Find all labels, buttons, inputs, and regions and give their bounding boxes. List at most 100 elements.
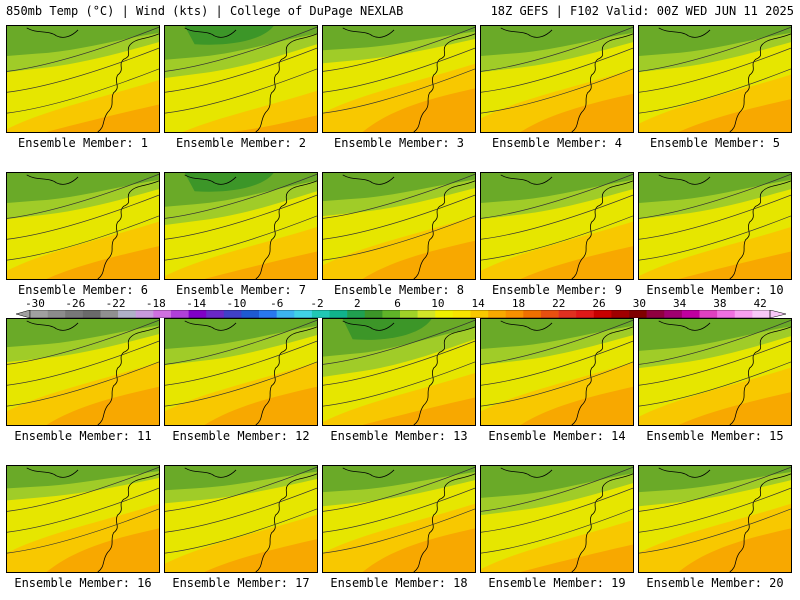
lake-outline	[500, 27, 553, 38]
ensemble-map-panel	[6, 318, 160, 426]
height-contour	[639, 215, 791, 261]
colorbar-swatch	[558, 310, 577, 318]
colorbar-swatch	[347, 310, 366, 318]
ensemble-map-panel	[638, 465, 792, 573]
height-contour	[639, 173, 791, 219]
height-contour	[323, 361, 475, 407]
height-contour	[165, 466, 317, 512]
warm-field-deep	[46, 246, 159, 279]
colorbar-swatch	[646, 310, 665, 318]
warm-field-deep	[520, 544, 633, 572]
warm-field-deep	[362, 240, 475, 279]
ensemble-member-label: Ensemble Member: 10	[646, 283, 784, 297]
height-contour	[7, 47, 159, 93]
height-contour	[7, 361, 159, 407]
height-contour	[165, 340, 317, 386]
lake-outline	[184, 174, 237, 185]
lake-outline	[342, 467, 395, 478]
warm-field-deep	[204, 386, 317, 425]
warm-field-deep	[362, 88, 475, 132]
colorbar-tick-label: 10	[431, 297, 445, 310]
colorbar-swatch	[611, 310, 630, 318]
ensemble-member-label: Ensemble Member: 11	[14, 429, 152, 443]
ensemble-member-label: Ensemble Member: 6	[17, 283, 149, 297]
colorbar-tick-label: 2	[353, 297, 361, 310]
height-contour	[639, 68, 791, 114]
ensemble-map-panel	[164, 318, 318, 426]
colorbar-swatch	[664, 310, 683, 318]
ensemble-member-label: Ensemble Member: 2	[175, 136, 307, 150]
warm-field-deep	[362, 528, 475, 572]
ensemble-map-panel	[164, 465, 318, 573]
height-contour	[323, 68, 475, 114]
height-contour	[481, 487, 633, 533]
coastline	[413, 326, 475, 425]
height-contour	[639, 194, 791, 240]
colorbar-tick-label: -10	[226, 297, 247, 310]
height-contour	[639, 26, 791, 72]
height-contour	[639, 361, 791, 407]
map-title: 850mb Temp (°C) | Wind (kts) | College o…	[6, 4, 404, 18]
ensemble-map-panel	[6, 465, 160, 573]
height-contour	[323, 194, 475, 240]
colorbar-tick-label: -18	[145, 297, 166, 310]
colorbar-swatch	[241, 310, 260, 318]
ensemble-map-panel	[480, 318, 634, 426]
warm-field-deep	[46, 386, 159, 425]
lake-outline	[658, 27, 711, 38]
colorbar-swatch	[523, 310, 542, 318]
colorbar-swatch	[752, 310, 771, 318]
lake-outline	[658, 467, 711, 478]
height-contour	[323, 466, 475, 512]
warm-field-deep	[678, 99, 791, 132]
height-contour	[323, 487, 475, 533]
cool-field-mid	[639, 319, 791, 351]
coastline	[413, 473, 475, 572]
colorbar-swatch	[540, 310, 559, 318]
height-contour	[7, 466, 159, 512]
height-contour	[165, 173, 317, 219]
ensemble-member-label: Ensemble Member: 3	[333, 136, 465, 150]
coastline	[729, 180, 791, 279]
height-contour	[481, 508, 633, 554]
height-contour	[7, 173, 159, 219]
ensemble-map-panel	[6, 25, 160, 133]
warm-field-deep	[520, 386, 633, 425]
height-contour	[165, 47, 317, 93]
height-contour	[323, 173, 475, 219]
warm-field-deep	[678, 392, 791, 425]
colorbar-swatch	[717, 310, 736, 318]
ensemble-member-label: Ensemble Member: 13	[330, 429, 468, 443]
coastline	[97, 326, 159, 425]
ensemble-member-label: Ensemble Member: 15	[646, 429, 784, 443]
colorbar-swatch	[400, 310, 418, 318]
colorbar-tick-label: 22	[552, 297, 566, 310]
coastline	[97, 33, 159, 132]
colorbar-tick-label: 18	[511, 297, 526, 310]
temperature-colorbar	[16, 310, 786, 318]
colorbar-swatch	[118, 310, 137, 318]
colorbar-swatch	[629, 310, 647, 318]
colorbar-tick-label: 26	[592, 297, 606, 310]
cool-field-mid	[7, 173, 159, 203]
ensemble-map-panel	[638, 172, 792, 280]
cool-field-mid	[481, 466, 633, 498]
coastline	[413, 180, 475, 279]
height-contour	[639, 319, 791, 365]
height-contour	[481, 173, 633, 219]
colorbar-swatch	[452, 310, 471, 318]
coastline	[255, 33, 317, 132]
colorbar-tick-label: -2	[310, 297, 324, 310]
ensemble-member-label: Ensemble Member: 19	[488, 576, 626, 590]
colorbar-swatch	[153, 310, 172, 318]
colorbar-swatch	[65, 310, 84, 318]
ensemble-map-panel	[164, 25, 318, 133]
warm-field-deep	[678, 251, 791, 279]
colorbar-swatch	[135, 310, 154, 318]
height-contour	[7, 68, 159, 114]
colorbar-swatch	[488, 310, 507, 318]
lake-outline	[658, 320, 711, 331]
coastline	[729, 33, 791, 132]
ensemble-map-panel	[480, 172, 634, 280]
ensemble-map-panel	[480, 25, 634, 133]
